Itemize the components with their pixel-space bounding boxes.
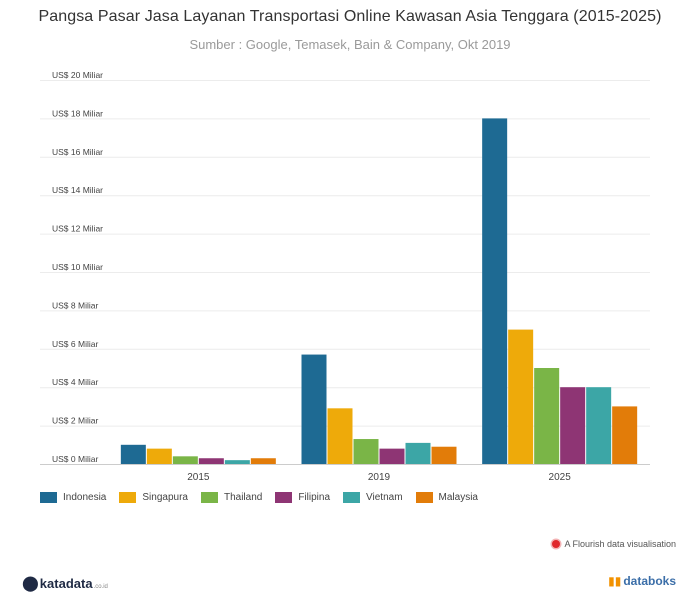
y-tick-label: US$ 0 Miliar [52, 454, 98, 464]
y-tick-label: US$ 18 Miliar [52, 108, 103, 118]
bars [120, 118, 638, 465]
y-tick-label: US$ 14 Miliar [52, 185, 103, 195]
legend-item-indonesia[interactable]: Indonesia [40, 492, 106, 503]
legend-label: Vietnam [366, 492, 403, 503]
bar-thailand-2019[interactable] [353, 439, 379, 464]
flourish-credit-label: A Flourish data visualisation [564, 539, 676, 549]
legend-item-singapura[interactable]: Singapura [119, 492, 188, 503]
legend-swatch [275, 492, 293, 503]
y-tick-label: US$ 4 Miliar [52, 377, 98, 387]
legend-item-filipina[interactable]: Filipina [275, 492, 330, 503]
bar-vietnam-2025[interactable] [586, 387, 612, 464]
legend-label: Thailand [223, 492, 263, 503]
bar-singapura-2019[interactable] [327, 408, 353, 464]
bar-malaysia-2015[interactable] [250, 458, 276, 464]
x-tick-label: 2025 [549, 472, 572, 483]
y-tick-label: US$ 20 Miliar [52, 70, 103, 80]
chart-subtitle: Sumber : Google, Temasek, Bain & Company… [189, 37, 511, 52]
legend-swatch [200, 492, 218, 503]
bar-malaysia-2019[interactable] [431, 446, 457, 464]
legend: Indonesia Singapura Thailand Filipina Vietna… [40, 492, 491, 503]
databoks-logo: ▮▮ databoks [608, 574, 676, 588]
flourish-credit[interactable]: A Flourish data visualisation [552, 539, 676, 549]
legend-label: Singapura [142, 492, 188, 503]
bar-filipina-2025[interactable] [560, 387, 586, 464]
y-tick-label: US$ 8 Miliar [52, 300, 98, 310]
bar-indonesia-2025[interactable] [482, 118, 508, 465]
y-tick-label: US$ 10 Miliar [52, 262, 103, 272]
bar-malaysia-2025[interactable] [612, 406, 638, 464]
bar-indonesia-2019[interactable] [301, 354, 327, 464]
legend-item-vietnam[interactable]: Vietnam [343, 492, 403, 503]
x-tick-label: 2019 [368, 472, 391, 483]
databoks-logo-text: databoks [623, 574, 676, 588]
legend-swatch [40, 492, 57, 503]
chart-title: Pangsa Pasar Jasa Layanan Transportasi O… [38, 8, 662, 25]
y-tick-label: US$ 2 Miliar [52, 416, 98, 426]
legend-label: Filipina [298, 492, 331, 503]
bar-indonesia-2015[interactable] [120, 444, 146, 464]
legend-item-malaysia[interactable]: Malaysia [415, 492, 478, 503]
legend-swatch [415, 492, 433, 503]
legend-item-thailand[interactable]: Thailand [200, 492, 263, 503]
legend-swatch [119, 492, 137, 503]
bar-filipina-2019[interactable] [379, 448, 405, 464]
bar-vietnam-2019[interactable] [405, 442, 431, 464]
katadata-logo: ⬤ katadata .co.id [22, 574, 108, 592]
databoks-bars-icon: ▮▮ [608, 574, 622, 588]
legend-label: Malaysia [438, 492, 478, 503]
y-tick-label: US$ 12 Miliar [52, 224, 103, 234]
y-axis-labels: US$ 0 Miliar US$ 2 Miliar US$ 4 Miliar US$ … [52, 70, 103, 464]
katadata-logo-domain: .co.id [93, 584, 108, 590]
bar-thailand-2015[interactable] [172, 456, 198, 464]
bar-vietnam-2015[interactable] [224, 460, 250, 464]
x-axis-labels: 2015 2019 2025 [187, 472, 571, 483]
y-tick-label: US$ 16 Miliar [52, 147, 103, 157]
bar-thailand-2025[interactable] [534, 368, 560, 464]
x-tick-label: 2015 [187, 472, 210, 483]
y-tick-label: US$ 6 Miliar [52, 339, 98, 349]
katadata-logo-text: katadata [39, 576, 93, 591]
bar-filipina-2015[interactable] [198, 458, 224, 464]
legend-label: Indonesia [63, 492, 107, 503]
flourish-dot-icon [552, 540, 561, 548]
katadata-k-icon: ⬤ [22, 575, 39, 592]
bar-singapura-2015[interactable] [146, 448, 172, 464]
legend-swatch [343, 492, 361, 503]
bar-singapura-2025[interactable] [508, 329, 534, 464]
